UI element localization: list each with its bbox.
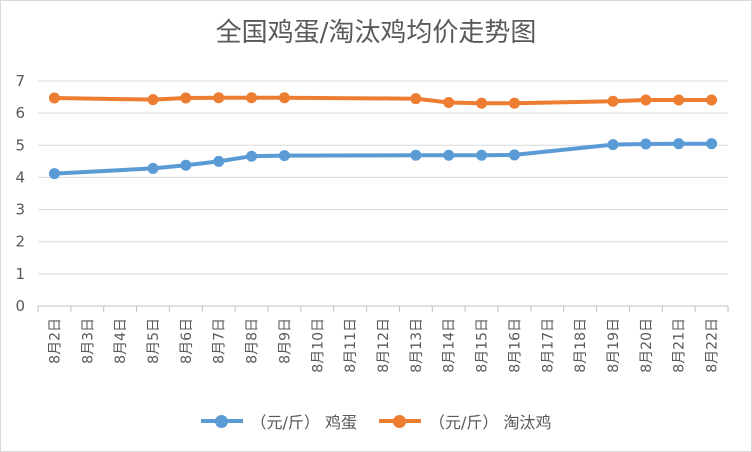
y-tick-label-4: 4	[15, 168, 25, 186]
x-tick-label: 8月6日	[179, 318, 195, 364]
x-tick-label: 8月9日	[277, 318, 293, 364]
x-tick-label: 8月14日	[442, 318, 458, 373]
x-tick-label: 8月3日	[80, 318, 96, 364]
x-tick-label: 8月8日	[245, 318, 261, 364]
data-point-1	[706, 94, 718, 106]
y-tick-label-3: 3	[15, 201, 25, 219]
data-point-1	[673, 94, 685, 106]
data-point-1	[48, 92, 60, 104]
legend-label-egg: （元/斤） 鸡蛋	[250, 413, 357, 432]
x-tick-label: 8月5日	[146, 318, 162, 364]
y-tick-label-0: 0	[15, 297, 25, 315]
data-point-1	[508, 97, 520, 109]
x-tick-label: 8月13日	[409, 318, 425, 373]
x-tick-label: 8月16日	[507, 318, 523, 373]
data-point-0	[476, 149, 488, 161]
data-point-0	[673, 138, 685, 150]
x-tick-label: 8月21日	[672, 318, 688, 373]
x-tick-label: 8月17日	[540, 318, 556, 373]
data-point-0	[640, 138, 652, 150]
legend-swatch-egg	[200, 414, 243, 428]
data-point-1	[246, 92, 258, 104]
legend-swatch-hen	[379, 414, 421, 428]
data-point-0	[213, 155, 225, 167]
data-point-0	[246, 150, 258, 162]
x-tick-label: 8月7日	[212, 318, 228, 364]
y-tick-label-6: 6	[15, 104, 25, 122]
x-tick-label: 8月19日	[606, 318, 622, 373]
x-tick-label: 8月22日	[705, 318, 721, 373]
legend-label-hen: （元/斤） 淘汰鸡	[429, 413, 552, 432]
data-point-0	[607, 139, 619, 151]
data-point-0	[180, 159, 192, 171]
data-point-1	[410, 93, 422, 105]
data-point-1	[640, 94, 652, 106]
data-point-1	[476, 97, 488, 109]
data-point-1	[213, 92, 225, 104]
x-tick-label: 8月10日	[310, 318, 326, 373]
data-point-1	[278, 92, 290, 104]
data-point-0	[147, 162, 159, 174]
data-point-1	[147, 94, 159, 106]
data-point-1	[443, 97, 455, 109]
legend-item-egg: （元/斤） 鸡蛋	[200, 409, 357, 433]
y-tick-label-7: 7	[15, 72, 25, 90]
x-tick-label: 8月15日	[475, 318, 491, 373]
y-tick-label-5: 5	[15, 136, 25, 154]
data-point-1	[607, 95, 619, 107]
x-tick-label: 8月12日	[376, 318, 392, 373]
data-point-0	[443, 149, 455, 161]
data-point-0	[410, 149, 422, 161]
data-point-0	[508, 149, 520, 161]
data-point-0	[706, 138, 718, 150]
x-tick-label: 8月20日	[639, 318, 655, 373]
data-point-1	[180, 92, 192, 104]
x-tick-label: 8月18日	[573, 318, 589, 373]
legend-item-hen: （元/斤） 淘汰鸡	[379, 409, 551, 433]
data-point-0	[48, 168, 60, 180]
legend: （元/斤） 鸡蛋 （元/斤） 淘汰鸡	[0, 406, 752, 436]
x-tick-label: 8月4日	[113, 318, 129, 364]
chart-title: 全国鸡蛋/淘汰鸡均价走势图	[215, 18, 537, 48]
y-tick-label-1: 1	[15, 265, 25, 283]
data-point-0	[278, 150, 290, 162]
x-tick-label: 8月2日	[47, 318, 63, 364]
x-tick-label: 8月11日	[343, 318, 359, 373]
y-tick-label-2: 2	[15, 233, 25, 251]
